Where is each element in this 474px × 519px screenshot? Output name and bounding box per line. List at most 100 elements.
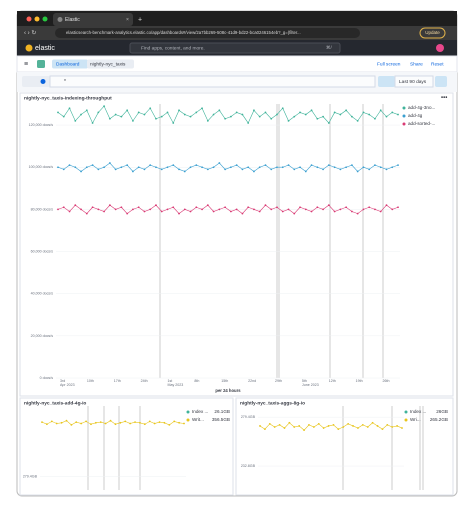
series-line — [259, 422, 403, 431]
x-tick-label: 8th — [194, 379, 199, 383]
data-point — [149, 107, 152, 110]
data-point — [74, 119, 77, 122]
data-point — [253, 109, 255, 112]
data-point — [218, 208, 221, 211]
panel-title: nightly-nyc_taxis-indexing-throughput — [24, 95, 112, 101]
data-point — [173, 420, 176, 423]
update-button[interactable] — [419, 27, 446, 39]
data-point — [166, 166, 169, 169]
legend-swatch — [402, 106, 406, 110]
max-dot[interactable] — [42, 16, 48, 22]
legend-value: 26.1GB — [214, 409, 230, 414]
data-point — [85, 212, 88, 215]
x-tick-label: 22nd — [248, 379, 256, 383]
elastic-logo[interactable] — [25, 44, 33, 52]
data-point — [241, 168, 244, 171]
data-point — [347, 422, 350, 425]
refresh-button[interactable] — [435, 76, 447, 87]
data-point — [129, 422, 132, 425]
data-point — [333, 166, 336, 169]
data-point — [258, 166, 261, 169]
data-point — [327, 164, 330, 167]
query-input[interactable] — [49, 75, 376, 88]
data-point — [126, 164, 129, 167]
data-point — [114, 208, 117, 211]
data-point — [287, 208, 290, 211]
data-point — [368, 206, 371, 209]
data-point — [350, 210, 353, 213]
data-point — [391, 111, 394, 114]
breadcrumb-pill[interactable] — [52, 59, 88, 69]
data-point — [396, 425, 399, 427]
data-point — [85, 420, 87, 423]
data-point — [91, 164, 94, 167]
action-link[interactable]: Reset — [431, 61, 444, 67]
data-point — [350, 164, 353, 167]
panel-menu[interactable]: ••• — [441, 96, 447, 102]
tab[interactable] — [53, 13, 133, 26]
x-tick-label: 1st — [168, 379, 173, 383]
menu-icon[interactable]: ≡ — [24, 61, 28, 68]
action-link[interactable]: Share — [410, 61, 423, 67]
tab-title: Elastic — [65, 17, 80, 23]
date-picker-button[interactable] — [378, 76, 395, 87]
new-tab[interactable]: + — [138, 16, 142, 23]
nav-buttons[interactable]: ‹ › ↻ — [24, 30, 36, 37]
data-point — [189, 210, 192, 213]
data-point — [189, 166, 192, 169]
url: elasticsearch-benchmark-analytics.elasti… — [66, 30, 301, 35]
data-point — [310, 164, 313, 167]
data-point — [103, 210, 106, 213]
data-point — [247, 166, 250, 169]
data-point — [374, 164, 376, 167]
close-dot[interactable] — [26, 16, 32, 22]
data-point — [155, 117, 157, 120]
data-point — [201, 208, 203, 211]
breadcrumb[interactable]: Dashboard — [56, 61, 80, 67]
data-point — [316, 166, 319, 169]
data-point — [235, 164, 238, 167]
data-point — [368, 113, 371, 116]
annotations — [87, 104, 424, 490]
avatar[interactable] — [436, 44, 444, 52]
data-point — [342, 426, 345, 428]
data-point — [120, 115, 123, 118]
data-point — [362, 166, 365, 169]
filter-button[interactable] — [22, 76, 50, 87]
data-point — [293, 212, 296, 215]
url-box[interactable] — [55, 28, 360, 38]
action-link[interactable]: Full screen — [377, 61, 401, 67]
data-point — [337, 428, 340, 430]
panel-title: nightly-nyc_taxis-add-4g-io — [24, 400, 86, 406]
x-tick-label: 10th — [87, 379, 94, 383]
data-point — [247, 122, 250, 124]
min-dot[interactable] — [34, 16, 40, 22]
filter-count — [40, 79, 46, 84]
data-point — [132, 170, 134, 173]
data-point — [124, 420, 127, 423]
data-point — [172, 164, 175, 167]
data-point — [376, 425, 379, 427]
data-point — [381, 428, 384, 430]
data-point — [90, 423, 92, 426]
data-point — [166, 208, 169, 211]
space-badge[interactable] — [37, 60, 45, 68]
data-point — [97, 208, 100, 211]
x-tick-label: 5th — [302, 379, 307, 383]
data-point — [195, 164, 198, 167]
data-point — [137, 206, 140, 209]
tab-close[interactable]: × — [126, 17, 129, 23]
legend-label: Writ... — [192, 417, 204, 422]
data-point — [172, 122, 175, 124]
data-point — [218, 162, 221, 164]
legend-value: 26GB — [436, 409, 448, 414]
data-point — [356, 170, 359, 173]
data-point — [322, 427, 325, 429]
legend-label: add-4g-3no... — [408, 105, 435, 110]
date-range[interactable] — [394, 75, 434, 88]
data-point — [137, 166, 140, 169]
search-box[interactable] — [129, 42, 341, 54]
y-tick-label: 40,000 docs/s — [31, 292, 54, 296]
data-point — [166, 111, 169, 114]
